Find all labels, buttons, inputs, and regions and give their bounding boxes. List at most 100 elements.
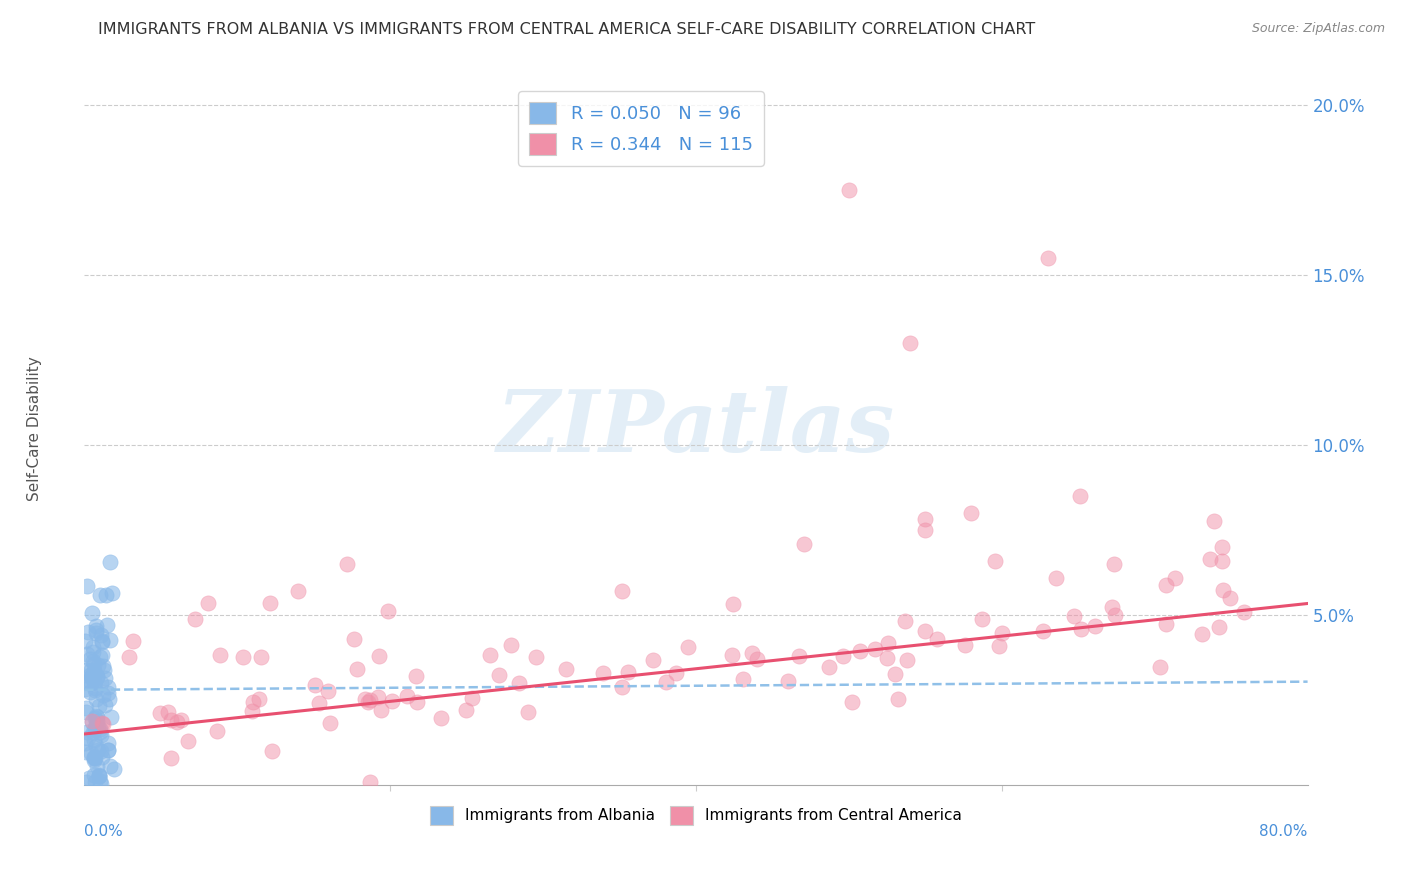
Point: [160, 750, 183, 764]
Point: [359, 693, 381, 707]
Point: [488, 668, 510, 682]
Point: [197, 597, 219, 611]
Point: [84, 739, 107, 753]
Point: [643, 653, 665, 667]
Point: [914, 624, 936, 638]
Point: [79, 746, 101, 760]
Point: [1198, 552, 1220, 566]
Point: [83, 749, 105, 764]
Point: [83, 753, 105, 767]
Point: [381, 693, 404, 707]
Point: [831, 649, 853, 664]
Point: [1149, 660, 1171, 674]
Point: [898, 336, 921, 351]
Point: [86, 758, 108, 772]
Point: [177, 734, 200, 748]
Point: [103, 762, 125, 776]
Point: [405, 669, 427, 683]
Point: [97, 680, 120, 694]
Point: [76, 724, 98, 739]
Point: [988, 639, 1011, 653]
Point: [79, 668, 101, 682]
Point: [90, 628, 112, 642]
Point: [80, 676, 103, 690]
Point: [75, 701, 97, 715]
Point: [741, 646, 763, 660]
Point: [508, 676, 530, 690]
Point: [232, 650, 254, 665]
Point: [83, 711, 105, 725]
Point: [80, 715, 103, 730]
Point: [75, 663, 97, 677]
Point: [79, 685, 101, 699]
Point: [308, 696, 330, 710]
Point: [863, 642, 886, 657]
Point: [733, 672, 755, 686]
Point: [612, 680, 634, 694]
Point: [97, 743, 120, 757]
Point: [91, 716, 114, 731]
Point: [817, 659, 839, 673]
Point: [84, 626, 107, 640]
Point: [955, 638, 977, 652]
Point: [90, 648, 112, 663]
Point: [93, 658, 115, 673]
Point: [240, 704, 263, 718]
Point: [287, 584, 309, 599]
Point: [160, 713, 183, 727]
Point: [87, 719, 110, 733]
Point: [377, 604, 399, 618]
Point: [84, 681, 107, 696]
Point: [90, 634, 112, 648]
Point: [89, 725, 111, 739]
Point: [849, 644, 872, 658]
Point: [122, 633, 145, 648]
Text: Source: ZipAtlas.com: Source: ZipAtlas.com: [1251, 22, 1385, 36]
Point: [617, 665, 640, 679]
Point: [76, 647, 98, 661]
Point: [75, 705, 97, 719]
Point: [75, 737, 97, 751]
Point: [1208, 620, 1230, 634]
Point: [73, 634, 96, 648]
Point: [1036, 252, 1059, 266]
Point: [86, 710, 108, 724]
Point: [778, 674, 800, 689]
Point: [97, 686, 120, 700]
Point: [89, 722, 111, 736]
Point: [90, 728, 112, 742]
Point: [405, 695, 427, 709]
Point: [83, 657, 105, 672]
Point: [1156, 577, 1178, 591]
Point: [316, 684, 339, 698]
Point: [914, 523, 936, 537]
Point: [354, 692, 377, 706]
Point: [118, 649, 141, 664]
Point: [876, 651, 898, 665]
Point: [894, 614, 917, 628]
Point: [368, 649, 391, 664]
Point: [259, 596, 281, 610]
Text: 80.0%: 80.0%: [1260, 824, 1308, 839]
Point: [84, 774, 107, 789]
Point: [91, 715, 114, 730]
Point: [184, 612, 207, 626]
Point: [592, 666, 614, 681]
Point: [896, 652, 918, 666]
Point: [86, 658, 108, 673]
Point: [89, 774, 111, 789]
Point: [720, 648, 742, 663]
Point: [1063, 609, 1085, 624]
Point: [984, 554, 1007, 568]
Point: [479, 648, 502, 662]
Point: [524, 649, 547, 664]
Point: [169, 713, 191, 727]
Point: [80, 606, 103, 620]
Point: [960, 506, 983, 520]
Point: [655, 675, 678, 690]
Point: [555, 662, 578, 676]
Point: [90, 675, 112, 690]
Point: [883, 667, 905, 681]
Point: [242, 695, 264, 709]
Point: [91, 634, 114, 648]
